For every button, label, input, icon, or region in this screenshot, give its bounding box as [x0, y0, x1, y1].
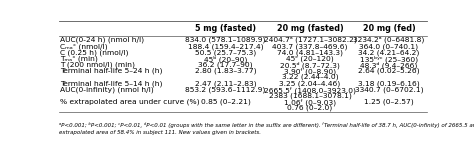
Text: 1.25 (0–2.57): 1.25 (0–2.57) [364, 99, 414, 105]
Text: 853.2 (593.6–1112.9): 853.2 (593.6–1112.9) [185, 86, 265, 93]
Text: 2383 (1688.1–3078.1): 2383 (1688.1–3078.1) [269, 92, 351, 99]
Text: 3234.2ᵃ (0–6481.8): 3234.2ᵃ (0–6481.8) [353, 37, 425, 43]
Text: 403.7 (337.8–469.6): 403.7 (337.8–469.6) [272, 43, 348, 50]
Text: 3.18 (0.19–6.16): 3.18 (0.19–6.16) [358, 80, 420, 87]
Text: 2665.5ᶠ (1408.0–3923.0): 2665.5ᶠ (1408.0–3923.0) [264, 86, 356, 94]
Text: Tₘₐˣ (min): Tₘₐˣ (min) [60, 55, 98, 62]
Text: 3.22 (2.44–4.0): 3.22 (2.44–4.0) [282, 74, 338, 80]
Text: % extrapolated area under curve (%): % extrapolated area under curve (%) [60, 99, 200, 105]
Text: T (200 nmol/l) (min): T (200 nmol/l) (min) [60, 62, 135, 68]
Text: 834.0 (578.1–1089.9): 834.0 (578.1–1089.9) [185, 37, 266, 43]
Text: 3340.7 (0–6702.1): 3340.7 (0–6702.1) [355, 86, 423, 93]
Text: 2.64 (0.02–5.26): 2.64 (0.02–5.26) [358, 68, 420, 74]
Text: 45ᵇ (20–90): 45ᵇ (20–90) [204, 55, 247, 63]
Text: AUC(0-infinity) (nmol h/l): AUC(0-infinity) (nmol h/l) [60, 86, 154, 93]
Text: 20 mg (fasted): 20 mg (fasted) [277, 24, 343, 33]
Text: 3.25 (2.04–4.46): 3.25 (2.04–4.46) [279, 80, 341, 87]
Text: 364.0 (0–740.1): 364.0 (0–740.1) [359, 43, 419, 50]
Text: 135ᵇʸᶜ (25–360): 135ᵇʸᶜ (25–360) [360, 55, 418, 63]
Text: 0.85 (0–2.21): 0.85 (0–2.21) [201, 99, 250, 105]
Text: 50.5 (25.7–75.3): 50.5 (25.7–75.3) [195, 49, 256, 56]
Text: Cₘₐˣ (nmol/l): Cₘₐˣ (nmol/l) [60, 43, 108, 50]
Text: 188.4 (159.4–217.4): 188.4 (159.4–217.4) [188, 43, 263, 50]
Text: 1.06ᶠ (0–9.03): 1.06ᶠ (0–9.03) [284, 99, 336, 106]
Text: 2404.7ᵃ (1727.1–3082.2): 2404.7ᵃ (1727.1–3082.2) [264, 37, 356, 43]
Text: 2.47 (2.11–2.83): 2.47 (2.11–2.83) [195, 80, 256, 87]
Text: 74.0 (4.81–143.3): 74.0 (4.81–143.3) [277, 49, 343, 56]
Text: Terminal half-life 5–14 h (h): Terminal half-life 5–14 h (h) [60, 80, 163, 87]
Text: 45ᶜ (20–120): 45ᶜ (20–120) [286, 55, 334, 62]
Text: 3.90ᶠ (0–8.90): 3.90ᶠ (0–8.90) [284, 68, 336, 75]
Text: Terminal half-life 5–24 h (h): Terminal half-life 5–24 h (h) [60, 68, 163, 74]
Text: 34.2 (4.21–64.2): 34.2 (4.21–64.2) [358, 49, 419, 56]
Text: 5 mg (fasted): 5 mg (fasted) [195, 24, 256, 33]
Text: C (0.25 h) (nmol/l): C (0.25 h) (nmol/l) [60, 49, 128, 56]
Text: 20.5ᵈ (8.7–72.3): 20.5ᵈ (8.7–72.3) [280, 62, 340, 69]
Text: 0.76 (0–2.0): 0.76 (0–2.0) [287, 105, 333, 111]
Text: 48.3ᵈ (9.4–266): 48.3ᵈ (9.4–266) [360, 62, 418, 69]
Text: AUC(0-24 h) (nmol h/l): AUC(0-24 h) (nmol h/l) [60, 37, 144, 43]
Text: 2.80 (1.83–3.77): 2.80 (1.83–3.77) [195, 68, 256, 74]
Text: 36.2 (17.7–90): 36.2 (17.7–90) [198, 62, 253, 68]
Text: extrapolated area of 58.4% in subject 111. New values given in brackets.: extrapolated area of 58.4% in subject 11… [59, 130, 261, 135]
Text: ᵃP<0.001; ᵇP<0.001; ᶜP<0.01, ᵈP<0.01 (groups with the same letter in the suffix : ᵃP<0.001; ᵇP<0.001; ᶜP<0.01, ᵈP<0.01 (gr… [59, 122, 474, 128]
Text: 20 mg (fed): 20 mg (fed) [363, 24, 415, 33]
